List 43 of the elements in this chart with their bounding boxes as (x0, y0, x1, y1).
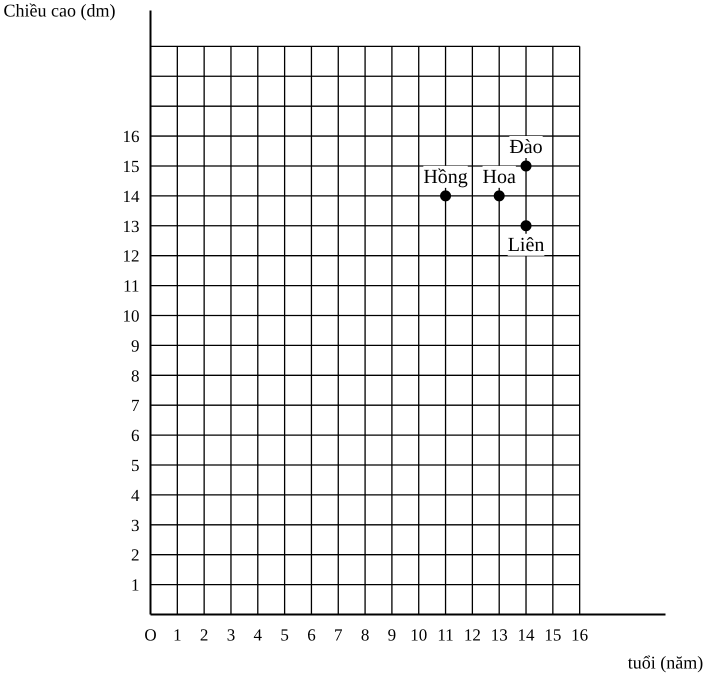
x-tick-label: 5 (280, 626, 289, 644)
y-tick-label: 6 (131, 426, 140, 446)
point (520, 220, 532, 232)
x-tick-label: 16 (571, 626, 588, 644)
y-tick-label: 5 (131, 456, 140, 475)
annotation: Hồng (423, 166, 468, 188)
x-tick-label: 15 (544, 626, 562, 644)
y-tick-label: 8 (131, 366, 140, 386)
y-tick-label: 14 (122, 186, 140, 206)
point (520, 160, 532, 172)
annotation: Hoa (482, 166, 516, 188)
x-axis-title: tuổi (năm) (628, 652, 704, 672)
y-tick-label: 9 (131, 336, 140, 356)
y-tick-label: 12 (122, 246, 140, 266)
y-tick-label: 10 (122, 306, 140, 326)
x-tick-label: 8 (360, 626, 370, 644)
annotation: Liên (508, 234, 544, 256)
x-tick-label: 10 (410, 626, 428, 644)
y-tick-label: 3 (131, 516, 140, 535)
y-axis-title: Chiều cao (dm) (4, 0, 116, 20)
y-tick-label: 13 (122, 216, 140, 236)
x-tick-label: 13 (490, 626, 508, 644)
annotation: Đào (509, 136, 543, 158)
x-tick-label: 1 (173, 626, 182, 644)
point (494, 190, 505, 202)
x-tick-label: 12 (464, 626, 481, 644)
x-tick-label: 11 (437, 626, 454, 644)
x-tick-label: 9 (388, 626, 396, 644)
y-tick-label: 7 (131, 396, 140, 416)
y-tick-label: 11 (123, 276, 140, 296)
y-tick-label: 4 (131, 486, 140, 505)
y-tick-label: 16 (122, 127, 140, 146)
x-tick-label: 3 (226, 626, 236, 644)
x-tick-label: 4 (254, 626, 263, 644)
x-tick-label: O (144, 626, 157, 644)
y-tick-label: 15 (122, 156, 140, 176)
y-tick-label: 2 (131, 546, 140, 565)
x-tick-label: 6 (307, 626, 316, 644)
x-tick-label: 7 (334, 626, 344, 644)
y-tick-label: 1 (131, 576, 140, 595)
point (440, 190, 452, 202)
x-tick-label: 2 (200, 626, 208, 644)
x-tick-label: 14 (518, 626, 536, 644)
